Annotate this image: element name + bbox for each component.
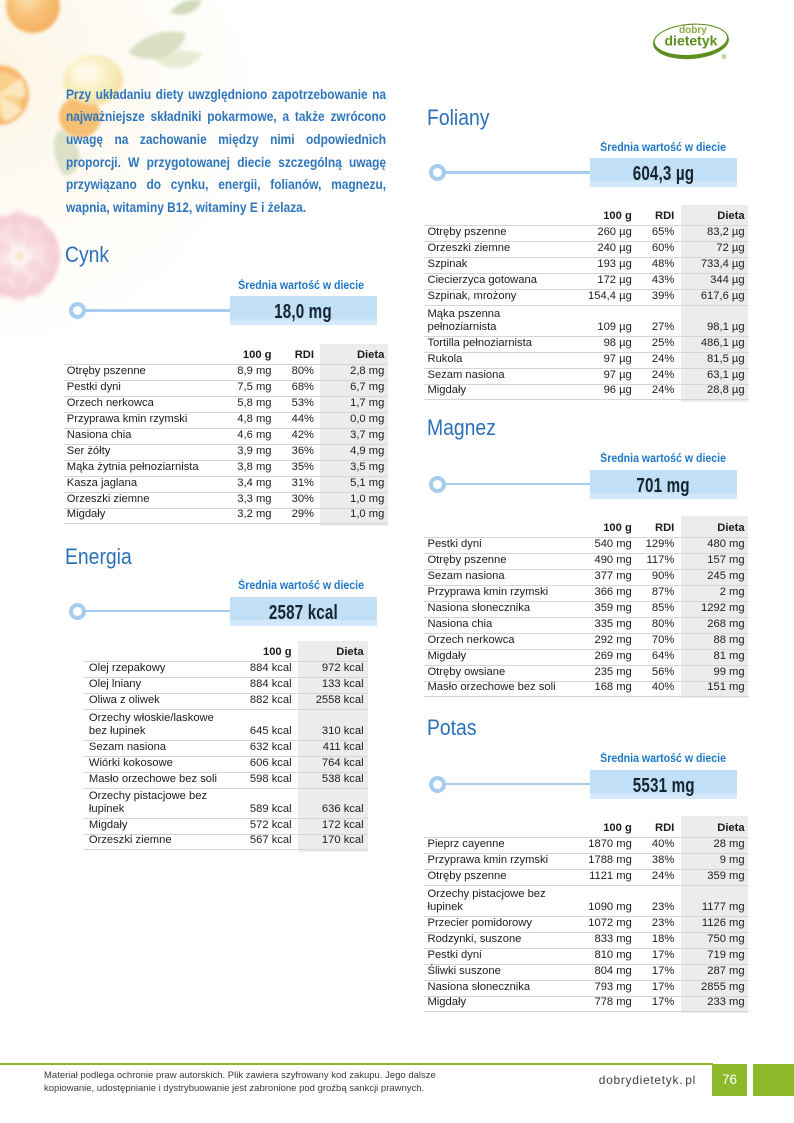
svg-text:dobry: dobry (679, 25, 707, 36)
svg-text:dietetyk: dietetyk (665, 33, 718, 49)
svg-text:®: ® (722, 53, 727, 61)
